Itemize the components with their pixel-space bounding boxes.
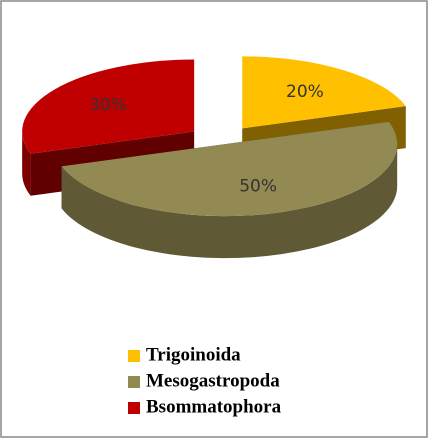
slice-top [61, 121, 398, 217]
data-label: 50% [239, 177, 277, 197]
data-label: 20% [286, 82, 324, 102]
slice: 50% [61, 121, 398, 259]
legend: Trigoinoida Mesogastropoda Bsommatophora [128, 344, 282, 417]
data-label: 30% [89, 95, 127, 115]
legend-label: Bsommatophora [146, 396, 282, 417]
legend-swatch [128, 350, 140, 362]
legend-label: Trigoinoida [146, 344, 241, 365]
legend-swatch [128, 376, 140, 388]
slice-wall [22, 131, 31, 196]
slice-wall [61, 144, 398, 259]
legend-swatch [128, 402, 140, 414]
legend-label: Mesogastropoda [146, 370, 280, 391]
slice-top [22, 59, 195, 154]
pie: 20% 30% 50% [22, 56, 406, 259]
slice-top [242, 56, 406, 129]
